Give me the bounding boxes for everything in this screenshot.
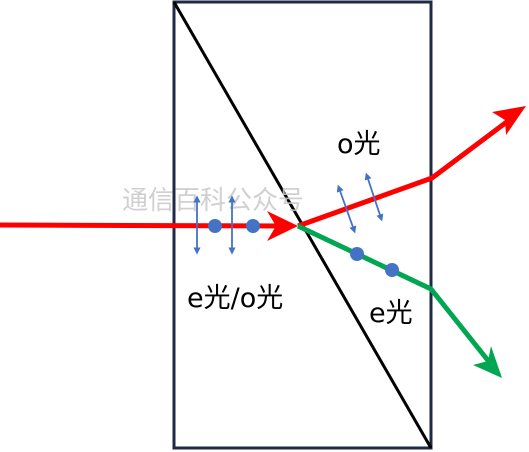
o-ray <box>297 106 526 229</box>
e-ray-polarization-markers <box>350 247 399 277</box>
o-ray-polarization-markers <box>336 172 384 234</box>
incident-polarization-markers <box>193 195 260 255</box>
o-ray-label: o光 <box>337 129 381 160</box>
e-ray <box>296 223 502 378</box>
e-ray-label: e光 <box>369 298 413 329</box>
polarization-dot-2 <box>246 219 260 233</box>
polarization-dot-4 <box>385 263 399 277</box>
watermark-text: 通信百科公众号 <box>122 186 304 216</box>
polarization-dot-3 <box>350 247 364 261</box>
e-o-ray-label: e光/o光 <box>187 283 283 314</box>
polarization-arrow-4 <box>364 172 384 222</box>
polarization-dot-1 <box>208 219 222 233</box>
polarization-arrow-3 <box>336 184 357 234</box>
